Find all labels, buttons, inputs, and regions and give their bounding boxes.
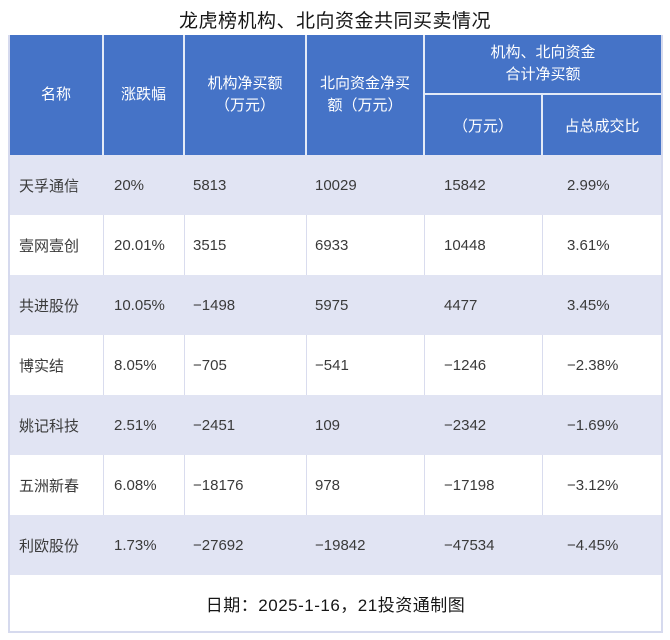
turnover-ratio-cell: 2.99%: [567, 176, 610, 194]
table-row: 天孚通信 20% 5813 10029 15842 2.99%: [10, 155, 661, 215]
change-cell: 20.01%: [104, 215, 185, 275]
north-net-buy-cell: 5975: [315, 296, 349, 314]
page-title: 龙虎榜机构、北向资金共同买卖情况: [178, 10, 491, 32]
table-row: 壹网壹创 20.01% 3515 6933 10448 3.61%: [10, 215, 661, 275]
total-net-buy-cell: −17198: [425, 455, 543, 515]
stock-name-cell: 天孚通信: [19, 177, 80, 195]
north-net-buy-cell: 10029: [315, 176, 357, 194]
column-header-inst-net-buy: 机构净买额 （万元）: [185, 35, 307, 155]
header-line: 机构净买额: [207, 75, 283, 93]
table-row: 五洲新春 6.08% −18176 978 −17198 −3.12%: [10, 455, 661, 515]
turnover-ratio-cell: 3.61%: [567, 236, 610, 254]
column-header-north-net-buy: 北向资金净买 额（万元）: [307, 35, 425, 155]
total-net-buy-cell: −2342: [444, 416, 487, 434]
turnover-ratio-cell: 3.45%: [567, 296, 610, 314]
stock-name-cell: 利欧股份: [19, 537, 80, 555]
north-net-buy-cell: −19842: [315, 536, 366, 554]
column-header-combined-net-buy: 机构、北向资金 合计净买额: [425, 35, 661, 95]
inst-net-buy-cell: 3515: [185, 215, 307, 275]
column-header-combined-amount: （万元）: [425, 95, 543, 155]
north-net-buy-cell: −541: [307, 335, 425, 395]
table-header: 名称 涨跌幅 机构净买额 （万元） 北向资金净买 额（万元） 机构、北向资金 合…: [10, 35, 661, 155]
column-header-change: 涨跌幅: [104, 35, 185, 155]
header-line: 额（万元）: [327, 97, 403, 114]
change-cell: 6.08%: [104, 455, 185, 515]
stock-name-cell: 五洲新春: [10, 455, 104, 515]
stock-name-cell: 博实结: [10, 335, 104, 395]
change-cell: 20%: [114, 176, 145, 194]
header-line: 机构、北向资金: [490, 44, 596, 62]
turnover-ratio-cell: −1.69%: [567, 416, 619, 434]
total-net-buy-cell: 15842: [444, 176, 486, 194]
change-cell: 1.73%: [114, 536, 157, 554]
north-net-buy-cell: 109: [315, 416, 341, 434]
footer-note: 日期：2025-1-16，21投资通制图: [10, 575, 661, 631]
change-cell: 8.05%: [104, 335, 185, 395]
stock-name-cell: 壹网壹创: [10, 215, 104, 275]
total-net-buy-cell: −47534: [444, 536, 495, 554]
total-net-buy-cell: 10448: [425, 215, 543, 275]
total-net-buy-cell: −1246: [425, 335, 543, 395]
turnover-ratio-cell: −4.45%: [567, 536, 619, 554]
change-cell: 2.51%: [114, 416, 157, 434]
header-line: 北向资金净买: [319, 75, 410, 93]
inst-net-buy-cell: −705: [185, 335, 307, 395]
north-net-buy-cell: 6933: [307, 215, 425, 275]
change-cell: 10.05%: [114, 296, 165, 314]
table-row: 博实结 8.05% −705 −541 −1246 −2.38%: [10, 335, 661, 395]
inst-net-buy-cell: −18176: [185, 455, 307, 515]
inst-net-buy-cell: −27692: [193, 536, 244, 554]
stock-name-cell: 姚记科技: [19, 417, 80, 435]
column-subheaders-combined: （万元） 占总成交比: [425, 95, 661, 155]
stocks-table: 名称 涨跌幅 机构净买额 （万元） 北向资金净买 额（万元） 机构、北向资金 合…: [8, 35, 663, 633]
north-net-buy-cell: 978: [307, 455, 425, 515]
stock-name-cell: 共进股份: [19, 297, 80, 315]
column-header-name: 名称: [10, 35, 104, 155]
table-row: 利欧股份 1.73% −27692 −19842 −47534 −4.45%: [10, 515, 661, 575]
turnover-ratio-cell: −2.38%: [567, 356, 619, 374]
inst-net-buy-cell: −2451: [193, 416, 236, 434]
column-header-turnover-ratio: 占总成交比: [564, 117, 640, 135]
header-line: （万元）: [214, 97, 275, 114]
total-net-buy-cell: 4477: [444, 296, 478, 314]
column-group-combined-net-buy: 机构、北向资金 合计净买额 （万元） 占总成交比: [425, 35, 661, 155]
inst-net-buy-cell: 5813: [193, 176, 227, 194]
header-line: 合计净买额: [505, 66, 581, 83]
table-row: 姚记科技 2.51% −2451 109 −2342 −1.69%: [10, 395, 661, 455]
table-row: 共进股份 10.05% −1498 5975 4477 3.45%: [10, 275, 661, 335]
inst-net-buy-cell: −1498: [193, 296, 236, 314]
turnover-ratio-cell: −3.12%: [567, 476, 619, 494]
